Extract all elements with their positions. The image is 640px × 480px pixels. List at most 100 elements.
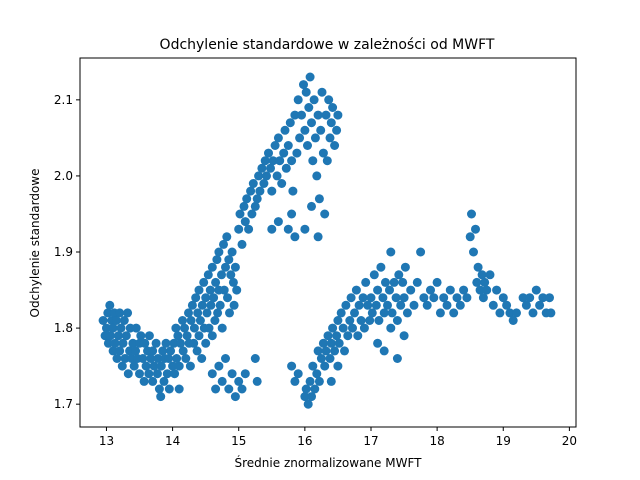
data-point (310, 133, 320, 143)
y-tick-label: 1.8 (54, 321, 73, 335)
data-point (459, 285, 469, 295)
data-point (257, 163, 267, 173)
data-point (351, 285, 361, 295)
data-point (131, 346, 141, 356)
data-point (262, 171, 271, 181)
data-point (221, 354, 230, 363)
data-point (358, 293, 368, 303)
data-point (293, 95, 303, 105)
data-point (467, 209, 476, 219)
data-point (378, 293, 388, 303)
data-point (277, 179, 287, 188)
data-point (212, 255, 222, 265)
data-point (392, 354, 402, 363)
data-point (429, 293, 439, 303)
data-point (455, 300, 465, 310)
data-point (230, 392, 240, 402)
data-point (240, 217, 250, 227)
data-point (391, 293, 401, 303)
data-point (518, 293, 528, 303)
data-point (398, 277, 408, 287)
data-point (209, 293, 219, 303)
data-point (301, 384, 311, 394)
data-point (477, 270, 487, 280)
data-point (224, 255, 234, 265)
data-point (102, 323, 111, 333)
data-point (287, 209, 297, 219)
data-point (255, 186, 265, 196)
data-point (325, 133, 335, 143)
data-point (295, 133, 305, 143)
data-point (189, 338, 199, 348)
data-point (129, 361, 139, 371)
data-point (227, 369, 237, 379)
data-point (399, 331, 409, 341)
data-point (144, 369, 154, 379)
data-point (240, 369, 250, 379)
data-point (267, 186, 277, 196)
data-point (330, 141, 340, 150)
data-point (275, 156, 285, 166)
data-point (309, 95, 319, 105)
data-point (191, 293, 201, 303)
data-point (435, 308, 445, 318)
data-point (316, 125, 326, 135)
data-point (321, 110, 331, 120)
data-point (148, 376, 158, 386)
data-point (136, 331, 146, 341)
data-point (234, 376, 244, 386)
x-tick-label: 19 (496, 434, 511, 448)
data-point (389, 277, 399, 287)
data-point (321, 346, 331, 356)
data-point (422, 300, 432, 310)
data-point (531, 285, 541, 295)
data-point (318, 148, 328, 158)
data-point (473, 262, 483, 272)
data-point (273, 217, 283, 227)
data-point (369, 270, 379, 280)
data-point (264, 148, 273, 158)
data-point (174, 384, 184, 394)
data-point (512, 308, 521, 318)
data-point (118, 338, 128, 348)
data-point (228, 277, 238, 287)
data-point (242, 194, 252, 204)
data-point (105, 331, 115, 341)
data-point (323, 331, 333, 341)
data-point (194, 331, 204, 341)
data-point (495, 308, 505, 318)
data-point (366, 293, 376, 303)
data-point (156, 392, 166, 402)
x-tick-label: 17 (363, 434, 378, 448)
x-tick-label: 18 (429, 434, 444, 448)
data-point (176, 338, 185, 348)
data-point (280, 125, 290, 135)
data-point (237, 384, 247, 394)
data-point (439, 293, 449, 303)
data-point (305, 72, 315, 82)
data-point (111, 316, 121, 325)
y-axis-ticks: 1.7 1.8 1.9 2.0 2.1 (54, 93, 80, 411)
data-point (525, 293, 535, 303)
data-point (471, 224, 480, 234)
data-point (363, 300, 373, 310)
data-point (304, 103, 314, 112)
data-point (112, 354, 122, 363)
data-point (308, 156, 318, 166)
data-point (199, 277, 209, 287)
data-point (186, 316, 196, 325)
data-point (334, 338, 344, 348)
x-tick-label: 20 (562, 434, 577, 448)
data-point (131, 323, 141, 333)
data-point (290, 232, 300, 242)
data-point (472, 277, 482, 287)
data-point (117, 361, 127, 371)
data-point (300, 125, 310, 135)
data-point (115, 346, 125, 356)
data-point (189, 323, 199, 333)
data-point (290, 376, 300, 386)
data-point (313, 110, 323, 120)
data-point (419, 293, 429, 303)
data-point (535, 300, 545, 310)
